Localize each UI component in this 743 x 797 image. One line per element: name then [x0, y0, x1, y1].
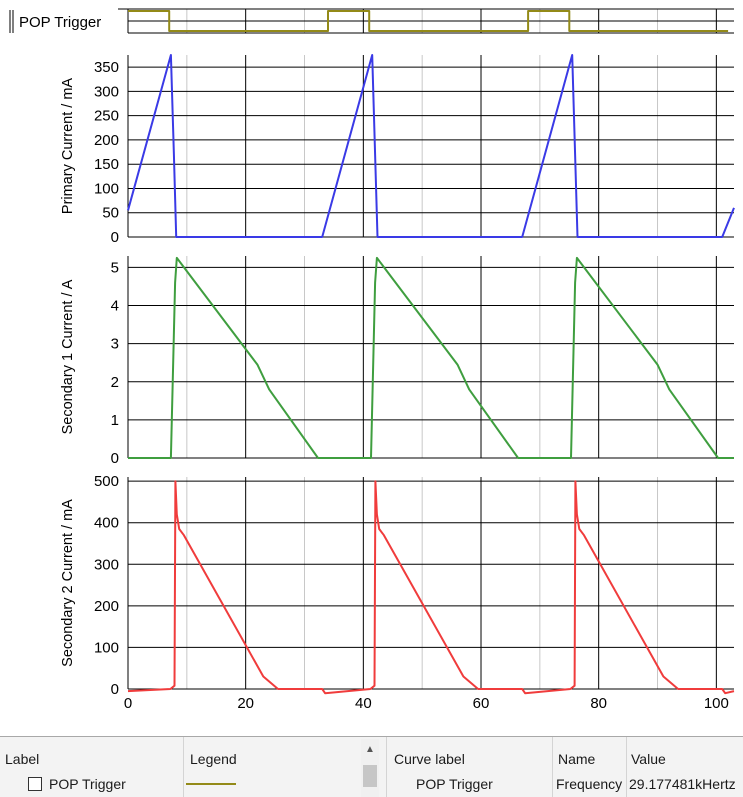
x-tick-label: 100	[704, 695, 729, 712]
y-axis-label: Secondary 2 Current / mA	[60, 499, 76, 667]
legend-swatch	[186, 783, 236, 785]
curve-label-cell: POP Trigger	[416, 776, 493, 792]
y-tick-label: 5	[111, 259, 119, 276]
column-divider	[552, 737, 553, 797]
measurement-name-cell: Frequency	[556, 776, 623, 792]
x-tick-label: 60	[473, 695, 490, 712]
value-column-header[interactable]: Value	[631, 751, 666, 767]
series-line	[128, 10, 729, 32]
label-column-header[interactable]: Label	[5, 751, 40, 767]
y-tick-label: 400	[94, 515, 119, 532]
bottom-panel: Label Legend POP Trigger ▲ Curve label N…	[0, 736, 743, 797]
y-tick-label: 350	[94, 59, 119, 76]
y-axis-label: Primary Current / mA	[60, 78, 76, 214]
y-tick-label: 200	[94, 132, 119, 149]
y-tick-label: 500	[94, 473, 119, 490]
y-tick-label: 200	[94, 598, 119, 615]
scroll-thumb[interactable]	[363, 765, 377, 787]
y-tick-label: 0	[111, 229, 119, 246]
y-tick-label: 300	[94, 83, 119, 100]
pop-trigger-visibility-checkbox[interactable]	[28, 777, 42, 791]
scroll-up-icon[interactable]: ▲	[365, 744, 375, 755]
series-line	[127, 480, 735, 695]
series-line	[128, 256, 734, 459]
y-tick-label: 3	[111, 336, 119, 353]
y-tick-label: 250	[94, 108, 119, 125]
y-tick-label: 2	[111, 374, 119, 391]
x-tick-label: 0	[124, 695, 132, 712]
y-tick-label: 0	[111, 681, 119, 698]
y-tick-label: 100	[94, 639, 119, 656]
vertical-scrollbar[interactable]: ▲	[361, 739, 379, 797]
measurement-value-cell: 29.177481kHertz	[629, 776, 736, 792]
x-tick-label: 40	[355, 695, 372, 712]
column-divider	[626, 737, 627, 797]
trigger-row-label: POP Trigger	[19, 14, 101, 31]
y-tick-label: 100	[94, 180, 119, 197]
column-divider	[183, 737, 184, 797]
series-line	[127, 54, 735, 238]
y-tick-label: 1	[111, 412, 119, 429]
name-column-header[interactable]: Name	[558, 751, 596, 767]
curve-list-label[interactable]: POP Trigger	[49, 776, 126, 792]
y-tick-label: 50	[102, 205, 119, 222]
y-tick-label: 150	[94, 156, 119, 173]
y-tick-label: 4	[111, 298, 119, 315]
y-tick-label: 0	[111, 450, 119, 467]
x-tick-label: 20	[237, 695, 254, 712]
y-axis-label: Secondary 1 Current / A	[60, 279, 76, 434]
panel-divider	[386, 737, 387, 797]
x-tick-label: 80	[590, 695, 607, 712]
y-tick-label: 300	[94, 556, 119, 573]
curve-label-column-header[interactable]: Curve label	[394, 751, 465, 767]
legend-column-header[interactable]: Legend	[190, 751, 237, 767]
chart-area: POP Trigger050100150200250300350Primary …	[9, 8, 735, 712]
